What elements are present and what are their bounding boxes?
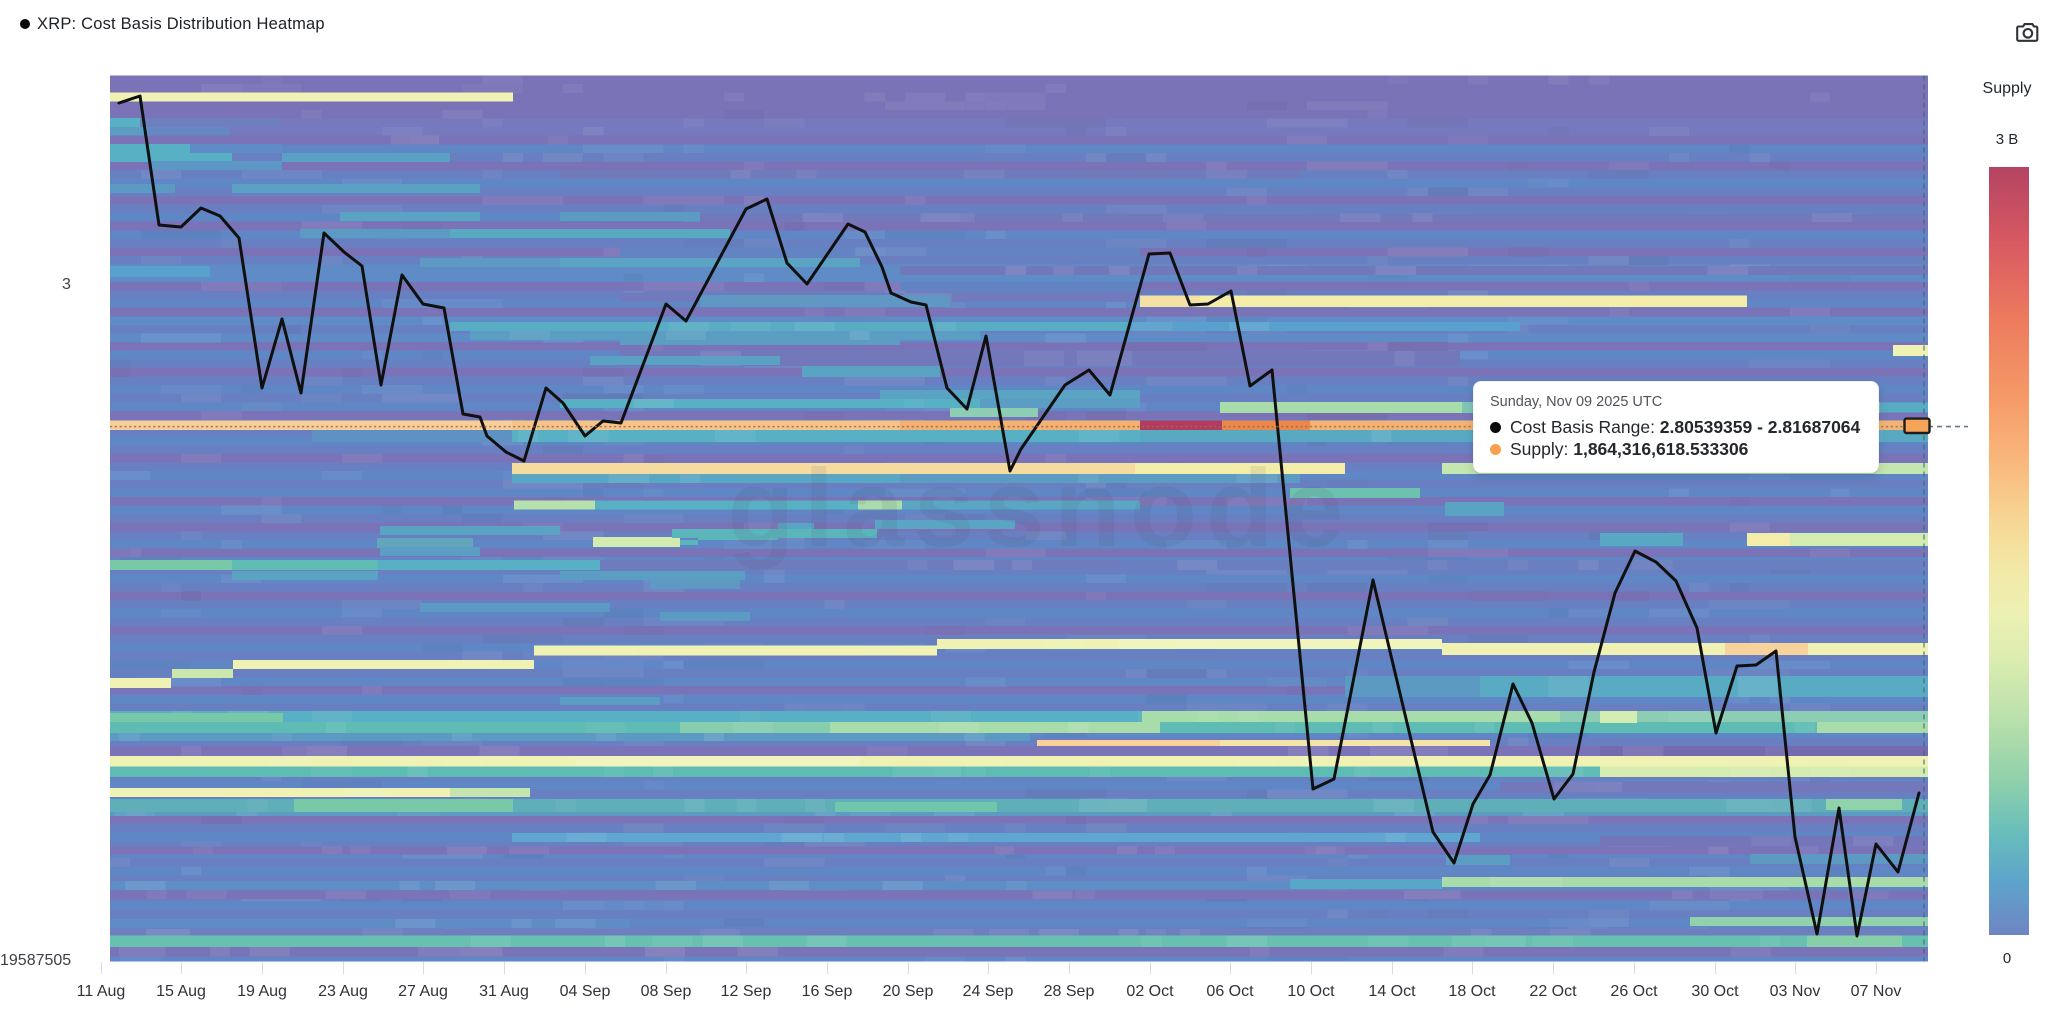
svg-text:glassnode: glassnode: [727, 447, 1352, 570]
